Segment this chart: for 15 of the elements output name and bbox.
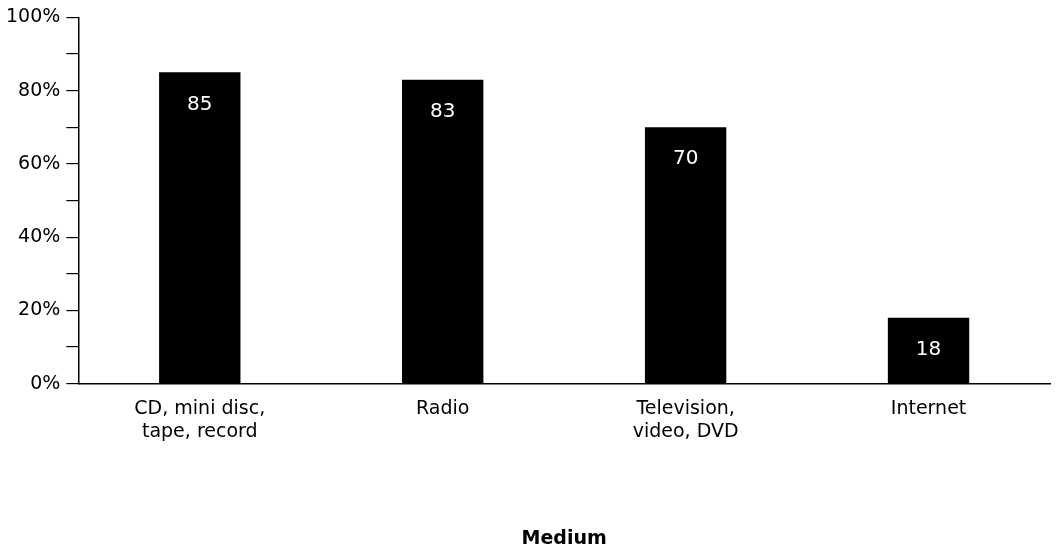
- x-axis-title: Medium: [521, 525, 607, 548]
- y-tick-label: 20%: [18, 297, 61, 320]
- y-tick-label: 0%: [30, 370, 61, 393]
- data-label: 83: [429, 97, 456, 122]
- x-tick-label: Television, video, DVD: [632, 395, 739, 441]
- data-label: 85: [187, 90, 213, 115]
- data-label: 70: [672, 145, 699, 170]
- y-tick-label: 60%: [18, 150, 61, 173]
- y-tick-label: 40%: [18, 224, 61, 247]
- data-label: 18: [915, 335, 942, 360]
- x-tick-label: CD, mini disc, tape, record: [134, 395, 266, 441]
- x-tick-label: Radio: [416, 395, 470, 418]
- x-tick-label: Internet: [890, 395, 967, 418]
- y-tick-label: 100%: [5, 4, 61, 27]
- y-tick-label: 80%: [18, 77, 61, 100]
